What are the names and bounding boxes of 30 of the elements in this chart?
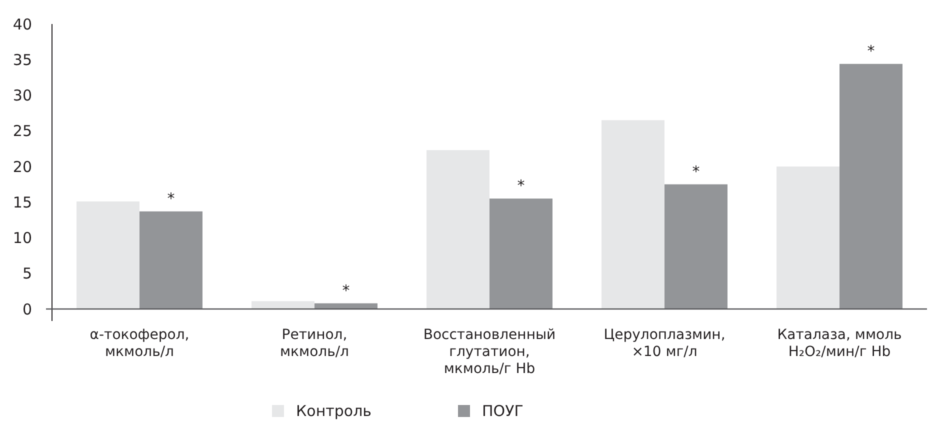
y-tick-label: 5 (22, 264, 32, 283)
bar (252, 301, 314, 309)
x-tick-label: Ретинол, мкмоль/л (280, 327, 350, 360)
annotation: * (692, 162, 700, 180)
x-tick-label: Восстановленный глутатион, мкмоль/г Hb (423, 327, 556, 377)
x-tick-label: Каталаза, ммоль H₂O₂/мин/г Hb (777, 327, 902, 360)
x-tick-label: α-токоферол, мкмоль/л (90, 327, 190, 360)
y-tick-label: 30 (12, 86, 32, 104)
bar (664, 184, 728, 309)
annotation: * (517, 176, 526, 195)
annotation: * (342, 281, 350, 300)
annotation: * (167, 189, 176, 208)
bar (840, 64, 902, 309)
bar (76, 201, 140, 309)
y-tick-label: 40 (12, 15, 32, 34)
bar (426, 150, 490, 309)
annotation: * (867, 42, 876, 60)
y-tick-label: 35 (12, 50, 32, 69)
bar (490, 198, 552, 309)
x-tick-label: Церулоплазмин, ×10 мг/л (604, 327, 726, 360)
y-tick-label: 25 (12, 122, 32, 140)
legend-label: ПОУГ (482, 402, 524, 420)
bar (602, 120, 664, 309)
y-tick-label: 10 (12, 229, 32, 247)
bar (140, 211, 202, 309)
legend-label: Контроль (296, 402, 372, 420)
y-tick-label: 15 (12, 193, 32, 212)
y-tick-label: 20 (12, 158, 32, 176)
bar (776, 166, 840, 309)
y-tick-label: 0 (22, 300, 32, 318)
